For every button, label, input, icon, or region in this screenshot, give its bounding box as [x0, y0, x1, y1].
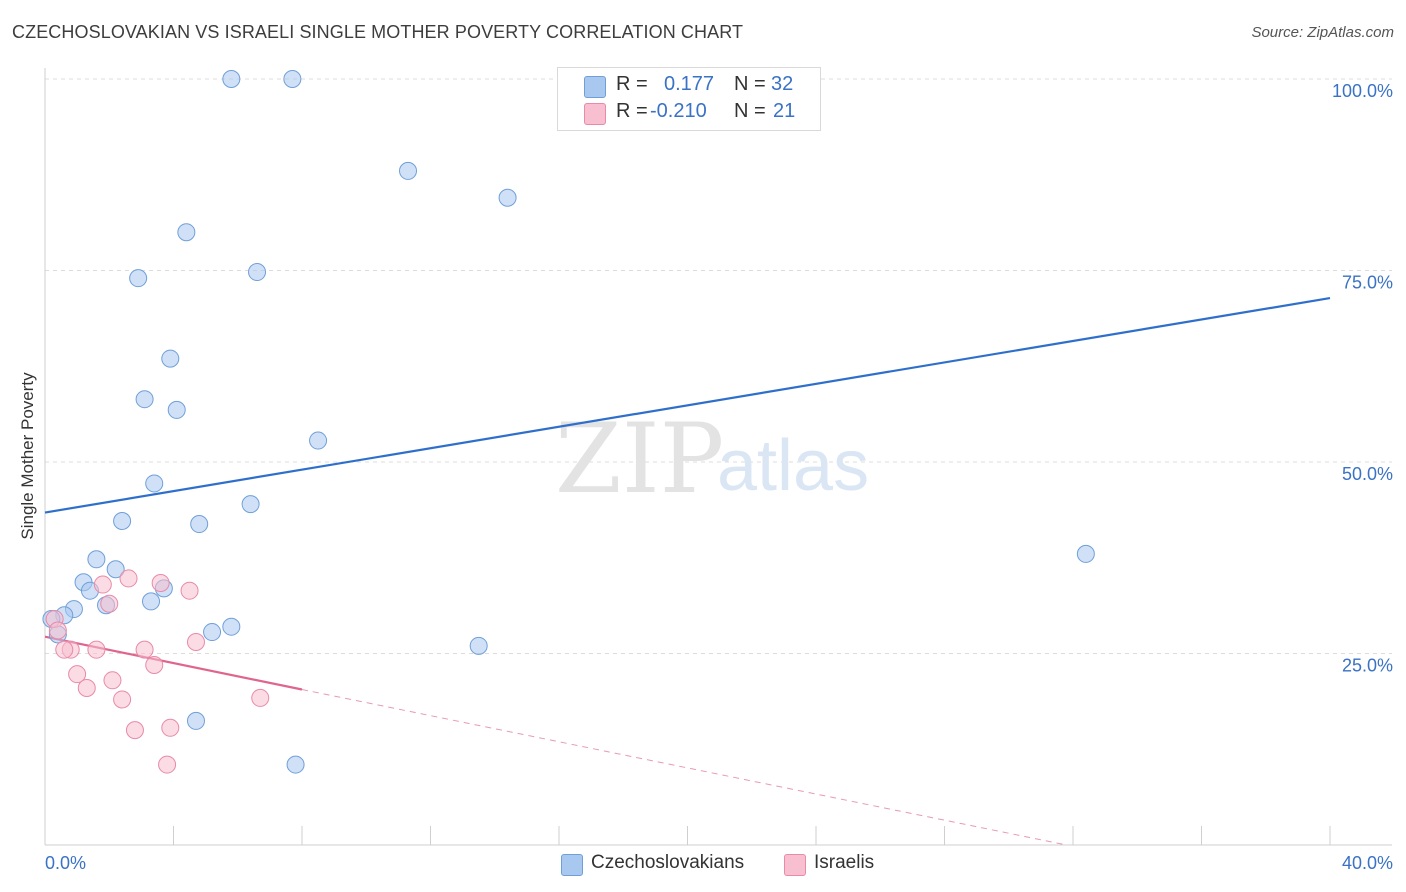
- data-point-czechoslovakians: [498, 188, 517, 207]
- data-point-israelis: [93, 575, 112, 594]
- n-value: 21: [773, 100, 796, 122]
- data-point-czechoslovakians: [469, 636, 488, 655]
- data-point-czechoslovakians: [87, 550, 106, 569]
- data-point-israelis: [87, 640, 106, 659]
- r-label: R =: [616, 100, 648, 122]
- data-point-czechoslovakians: [222, 70, 241, 88]
- data-point-israelis: [119, 569, 138, 588]
- n-value: 32: [771, 73, 794, 95]
- data-point-israelis: [100, 594, 119, 613]
- data-point-czechoslovakians: [186, 711, 205, 730]
- data-point-israelis: [125, 721, 144, 740]
- legend-label: Israelis: [814, 852, 875, 873]
- legend-row-czechoslovakians: R = 0.177 N = 32: [558, 73, 820, 99]
- legend-label: Czechoslovakians: [591, 852, 745, 873]
- n-label: N =: [734, 100, 766, 122]
- x-tick-label: 40.0%: [1342, 853, 1393, 873]
- data-point-czechoslovakians: [142, 592, 161, 611]
- legend-row-israelis: R = -0.210 N = 21: [558, 100, 820, 126]
- data-point-israelis: [113, 690, 132, 709]
- data-point-czechoslovakians: [222, 617, 241, 636]
- data-point-czechoslovakians: [283, 70, 302, 88]
- data-point-czechoslovakians: [286, 755, 305, 774]
- trendlines: [44, 296, 1331, 846]
- data-point-czechoslovakians: [145, 474, 164, 493]
- data-point-israelis: [55, 640, 74, 659]
- axes: [44, 68, 1392, 846]
- data-point-israelis: [186, 633, 205, 652]
- trendline-israelis: [44, 635, 303, 691]
- data-point-israelis: [103, 671, 122, 690]
- data-point-czechoslovakians: [399, 161, 418, 180]
- r-value: 0.177: [664, 73, 715, 95]
- source-label: Source: ZipAtlas.com: [1251, 24, 1394, 41]
- correlation-legend: R = 0.177 N = 32 R = -0.210 N = 21: [557, 67, 821, 131]
- data-point-czechoslovakians: [135, 390, 154, 409]
- legend-swatch-blue: [584, 76, 606, 98]
- data-point-czechoslovakians: [203, 623, 222, 642]
- data-point-czechoslovakians: [190, 515, 209, 534]
- tick-labels: 25.0% 50.0% 75.0% 100.0% 0.0% 40.0%: [45, 81, 1393, 873]
- data-point-czechoslovakians: [177, 223, 196, 242]
- y-tick-label: 25.0%: [1342, 656, 1393, 676]
- watermark-atlas: atlas: [717, 426, 869, 506]
- data-point-israelis: [158, 755, 177, 774]
- data-point-czechoslovakians: [113, 511, 132, 530]
- legend-swatch-pink: [784, 854, 806, 876]
- data-point-israelis: [151, 574, 170, 593]
- data-point-israelis: [161, 718, 180, 737]
- x-tick-label: 0.0%: [45, 853, 86, 873]
- y-tick-label: 75.0%: [1342, 273, 1393, 293]
- data-point-israelis: [68, 665, 87, 684]
- data-point-israelis: [180, 581, 199, 600]
- y-axis-label: Single Mother Poverty: [18, 372, 37, 540]
- data-point-israelis: [135, 640, 154, 659]
- data-points: [42, 70, 1095, 774]
- gridlines: [45, 78, 1392, 654]
- data-point-czechoslovakians: [167, 400, 186, 419]
- data-point-czechoslovakians: [161, 349, 180, 368]
- legend-swatch-pink: [584, 103, 606, 125]
- y-tick-label: 100.0%: [1332, 81, 1393, 101]
- y-tick-label: 50.0%: [1342, 464, 1393, 484]
- data-point-czechoslovakians: [309, 431, 328, 450]
- data-point-israelis: [77, 678, 96, 697]
- trendline-czechoslovakians: [44, 296, 1331, 514]
- data-point-czechoslovakians: [248, 263, 267, 282]
- data-point-israelis: [48, 621, 67, 640]
- data-point-israelis: [145, 655, 164, 674]
- data-point-czechoslovakians: [241, 495, 260, 514]
- n-label: N =: [734, 73, 766, 95]
- data-point-israelis: [251, 688, 270, 707]
- data-point-czechoslovakians: [1076, 544, 1095, 563]
- data-point-czechoslovakians: [129, 269, 148, 288]
- chart-title: CZECHOSLOVAKIAN VS ISRAELI SINGLE MOTHER…: [12, 22, 744, 42]
- legend-swatch-blue: [561, 854, 583, 876]
- r-label: R =: [616, 73, 648, 95]
- r-value: -0.210: [650, 100, 707, 122]
- watermark-zip: ZIP: [555, 403, 724, 515]
- trendline-israelis: [301, 689, 1067, 846]
- data-point-czechoslovakians: [106, 560, 125, 579]
